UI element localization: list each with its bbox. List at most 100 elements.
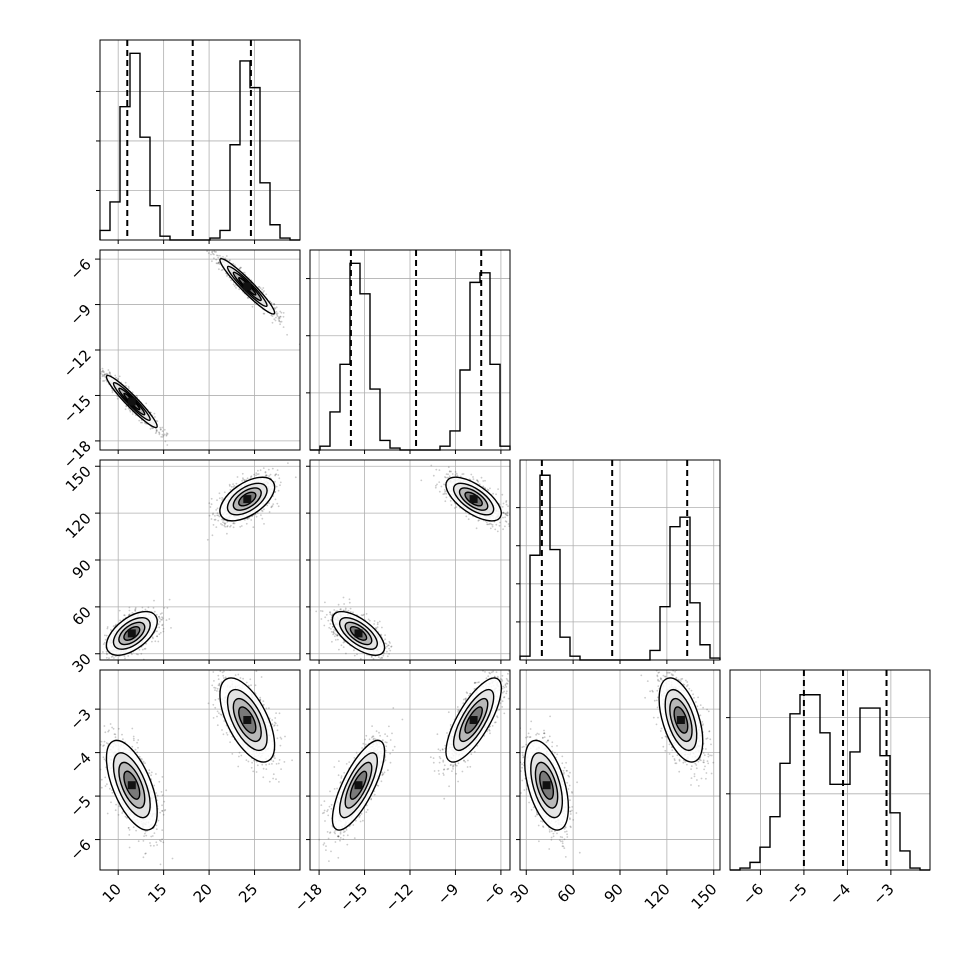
sample-point — [270, 302, 273, 304]
sample-point — [115, 376, 117, 379]
sample-point — [263, 312, 266, 315]
sample-point — [274, 480, 276, 483]
sample-point — [228, 485, 231, 487]
sample-point — [206, 538, 209, 541]
sample-point — [103, 374, 105, 377]
histogram-3-steps — [730, 694, 930, 871]
sample-point — [282, 312, 285, 314]
sample-point — [505, 521, 508, 523]
sample-point — [105, 634, 108, 637]
sample-point — [282, 326, 285, 328]
sample-point — [336, 633, 339, 636]
sample-point — [123, 655, 126, 657]
sample-point — [215, 262, 218, 265]
sample-point — [262, 291, 264, 294]
sample-point — [279, 310, 282, 313]
sample-point — [279, 315, 282, 318]
sample-point — [255, 472, 258, 474]
sample-point — [389, 642, 391, 644]
sample-point — [277, 505, 280, 508]
sample-point — [244, 519, 246, 521]
sample-point — [276, 314, 278, 316]
sample-point — [223, 522, 226, 525]
sample-point — [230, 524, 232, 527]
sample-point — [271, 467, 274, 470]
sample-point — [219, 254, 221, 257]
sample-point — [257, 469, 259, 472]
sample-point — [274, 498, 277, 501]
sample-point — [128, 661, 130, 663]
sample-point — [161, 623, 164, 626]
sample-point — [278, 477, 281, 480]
sample-point — [216, 254, 218, 257]
sample-point — [492, 492, 494, 495]
sample-point — [373, 620, 376, 622]
sample-point — [125, 405, 128, 408]
sample-point — [218, 497, 221, 500]
sample-point — [329, 611, 332, 614]
sample-point — [161, 430, 164, 433]
sample-point — [388, 647, 390, 650]
sample-point — [342, 609, 345, 612]
sample-point — [106, 626, 109, 628]
sample-point — [104, 638, 107, 641]
sample-point — [273, 303, 275, 306]
sample-point — [207, 252, 210, 255]
sample-point — [386, 650, 388, 653]
sample-point — [497, 488, 499, 490]
sample-point — [211, 260, 213, 263]
scatter-panel-2-1 — [309, 459, 514, 661]
sample-point — [96, 367, 98, 369]
sample-point — [242, 477, 244, 480]
sample-point — [213, 257, 215, 260]
sample-point — [356, 653, 358, 656]
scatter-2-0-data — [95, 462, 297, 663]
sample-point — [95, 359, 97, 361]
sample-point — [101, 367, 104, 370]
sample-point — [158, 433, 161, 436]
sample-point — [274, 473, 277, 476]
sample-point — [102, 643, 105, 645]
sample-point — [320, 618, 323, 620]
sample-point — [118, 375, 121, 378]
sample-point — [342, 641, 345, 644]
sample-point — [232, 283, 235, 286]
sample-point — [161, 612, 163, 614]
sample-point — [149, 428, 152, 430]
sample-point — [147, 606, 150, 609]
sample-point — [104, 634, 106, 637]
sample-point — [112, 625, 115, 628]
sample-point — [321, 610, 324, 613]
sample-point — [124, 657, 126, 660]
sample-point — [95, 655, 97, 657]
sample-point — [261, 288, 263, 291]
sample-point — [129, 410, 132, 413]
sample-point — [220, 269, 223, 272]
sample-point — [210, 503, 213, 506]
sample-point — [102, 369, 104, 372]
sample-point — [275, 310, 278, 313]
sample-point — [512, 520, 514, 522]
sample-point — [165, 432, 168, 435]
sample-point — [330, 631, 333, 633]
sample-point — [160, 428, 162, 431]
sample-point — [239, 266, 242, 269]
sample-point — [95, 365, 97, 367]
sample-point — [216, 507, 219, 510]
sample-point — [255, 515, 258, 518]
sample-point — [246, 297, 249, 299]
sample-point — [226, 521, 229, 523]
sample-point — [127, 385, 130, 388]
sample-point — [257, 473, 260, 475]
sample-point — [104, 641, 106, 644]
sample-point — [110, 656, 113, 658]
sample-point — [103, 373, 106, 376]
sample-point — [162, 627, 165, 630]
sample-point — [119, 619, 121, 622]
sample-point — [101, 375, 104, 378]
density-peak — [127, 629, 136, 638]
sample-point — [154, 416, 156, 418]
sample-point — [239, 267, 241, 270]
sample-point — [375, 627, 377, 629]
sample-point — [232, 526, 235, 529]
